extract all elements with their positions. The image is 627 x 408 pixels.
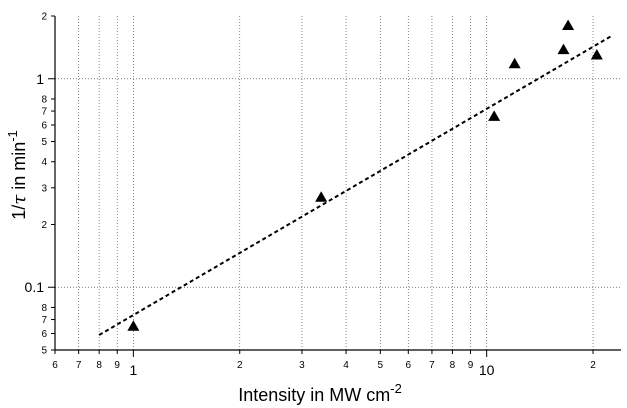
- x-tick-label: 4: [343, 360, 349, 371]
- y-axis-title: 1/τ in min-1: [5, 130, 30, 220]
- axes-layer: [48, 15, 621, 357]
- y-tick-label: 7: [41, 315, 47, 326]
- y-tick-label: 5: [41, 346, 47, 357]
- x-tick-label: 2: [590, 360, 596, 371]
- data-point-triangle: [488, 110, 501, 121]
- x-tick-label: 3: [299, 360, 305, 371]
- x-tick-label: 7: [76, 360, 82, 371]
- y-tick-label: 1: [36, 71, 44, 87]
- y-axis-title-middle: in min: [9, 142, 29, 195]
- y-axis-title-exponent: -1: [5, 130, 20, 142]
- y-tick-label: 2: [41, 220, 47, 231]
- y-tick-label: 8: [41, 303, 47, 314]
- x-axis-title-base: Intensity in MW cm: [238, 385, 390, 405]
- data-point-triangle: [557, 43, 570, 55]
- data-point-triangle: [562, 19, 575, 31]
- y-tick-label: 6: [41, 329, 47, 340]
- points-layer: [127, 19, 603, 331]
- y-tick-label: 2: [41, 12, 47, 23]
- x-tick-label: 8: [450, 360, 456, 371]
- x-tick-label: 2: [237, 360, 243, 371]
- x-tick-label: 6: [52, 360, 58, 371]
- y-tick-label: 5: [41, 137, 47, 148]
- y-axis-title-prefix: 1/: [9, 205, 29, 220]
- y-tick-label: 0.1: [25, 279, 45, 295]
- data-point-triangle: [508, 57, 521, 69]
- x-tick-label: 7: [429, 360, 435, 371]
- data-point-triangle: [127, 320, 140, 331]
- data-point-triangle: [315, 191, 328, 202]
- x-tick-label: 9: [114, 360, 120, 371]
- x-tick-label: 1: [129, 362, 137, 378]
- x-tick-label: 8: [96, 360, 102, 371]
- x-axis-title-exponent: -2: [390, 381, 402, 396]
- x-tick-label: 6: [406, 360, 412, 371]
- fit-line: [98, 35, 612, 336]
- data-point-triangle: [590, 49, 603, 60]
- y-tick-label: 7: [41, 107, 47, 118]
- fit-line-layer: [98, 35, 612, 336]
- y-tick-label: 4: [41, 157, 47, 168]
- x-axis-title: Intensity in MW cm-2: [238, 381, 402, 405]
- x-tick-label: 10: [479, 362, 495, 378]
- x-tick-label: 5: [378, 360, 384, 371]
- y-tick-label: 6: [41, 121, 47, 132]
- y-tick-label: 8: [41, 94, 47, 105]
- y-axis-title-symbol: τ: [9, 194, 30, 205]
- y-tick-label: 3: [41, 183, 47, 194]
- grid-layer: [54, 16, 621, 350]
- x-tick-label: 9: [468, 360, 474, 371]
